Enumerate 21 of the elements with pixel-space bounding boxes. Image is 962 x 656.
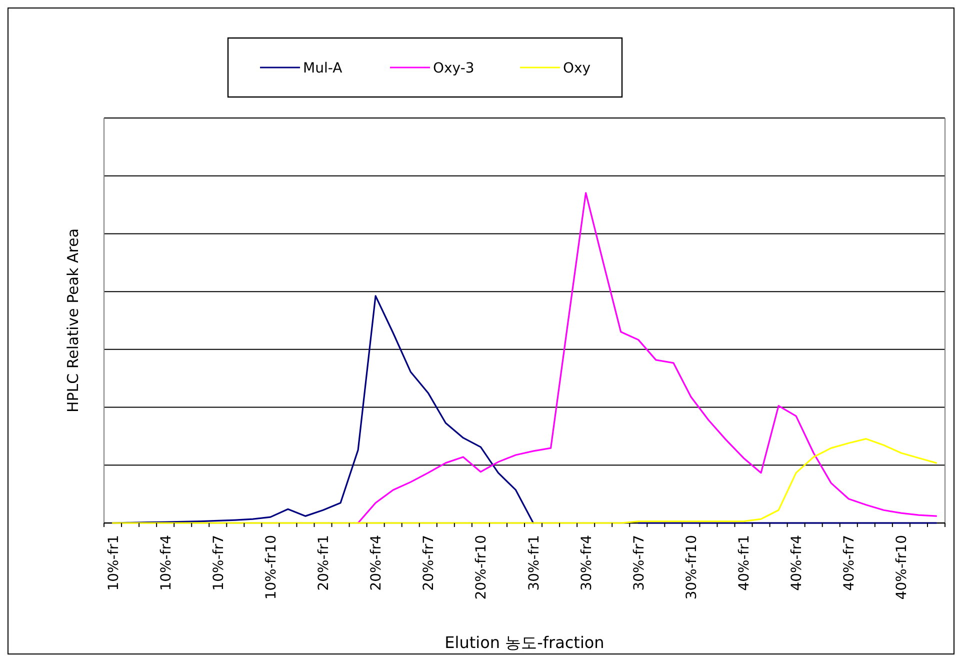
x-tick-label: 30%-fr10 [684,535,700,600]
x-tick-label: 20%-fr7 [421,535,438,591]
y-axis-title: HPLC Relative Peak Area [64,228,82,413]
x-tick-label: 30%-fr7 [631,535,648,591]
x-tick-label: 20%-fr10 [474,535,490,600]
x-tick-label: 40%-fr1 [736,535,753,591]
x-axis-title: Elution 농도-fraction [444,633,604,652]
x-tick-label: 40%-fr10 [894,535,910,600]
legend-label: Mul-A [303,60,343,76]
x-tick-label: 30%-fr4 [578,534,595,591]
x-tick-label: 40%-fr7 [842,535,858,591]
x-tick-label: 30%-fr1 [526,535,542,591]
legend-label: Oxy-3 [433,60,474,76]
x-tick-label: 10%-fr10 [263,535,280,600]
x-tick-label: 20%-fr1 [316,535,332,591]
x-tick-label: 10%-fr4 [158,534,174,591]
x-tick-label: 10%-fr7 [210,535,227,591]
legend-label: Oxy [563,60,591,76]
x-tick-label: 10%-fr1 [106,535,122,591]
x-tick-label: 40%-fr4 [789,534,806,591]
x-tick-label: 20%-fr4 [368,534,385,591]
